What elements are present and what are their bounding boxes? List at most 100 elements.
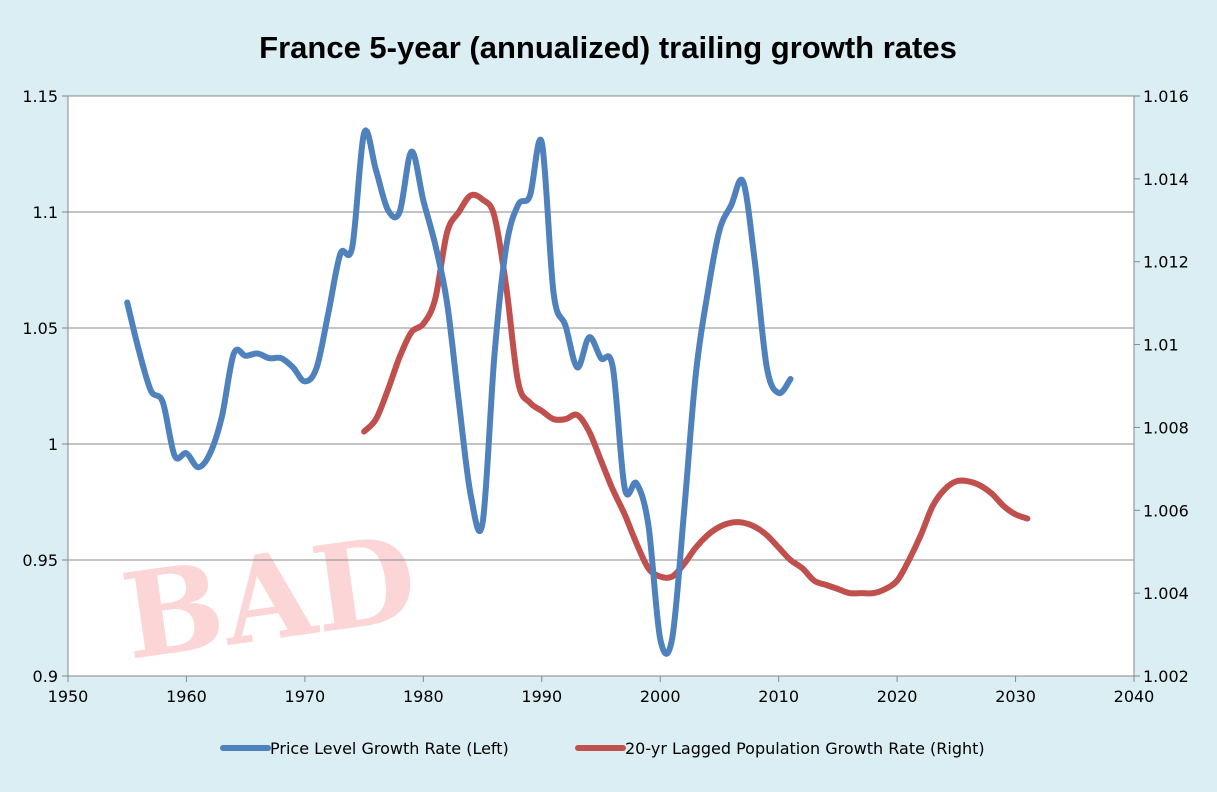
data-point-price-level <box>209 452 211 454</box>
data-point-price-level <box>458 401 460 403</box>
data-point-population <box>920 534 922 536</box>
data-point-price-level <box>659 638 661 640</box>
data-point-population <box>529 402 531 404</box>
data-point-population <box>991 493 993 495</box>
data-point-population <box>363 431 365 433</box>
data-point-population <box>636 542 637 544</box>
data-point-population <box>470 194 472 196</box>
data-point-price-level <box>411 151 412 153</box>
y-right-tick-label: 1.004 <box>1143 584 1189 603</box>
data-point-price-level <box>434 244 436 245</box>
data-point-population <box>707 534 709 536</box>
data-point-population <box>837 588 839 590</box>
data-point-price-level <box>316 366 318 368</box>
data-point-population <box>659 576 661 578</box>
data-point-price-level <box>790 378 791 380</box>
data-point-population <box>825 584 827 586</box>
data-point-price-level <box>470 494 472 496</box>
y-left-tick-label: 1 <box>48 435 58 454</box>
x-tick-label: 1950 <box>48 687 89 706</box>
data-point-price-level <box>174 455 176 457</box>
y-left-tick-label: 1.15 <box>22 87 58 106</box>
y-left-tick-label: 0.95 <box>22 551 58 570</box>
data-point-population <box>565 418 566 420</box>
data-point-price-level <box>399 211 401 213</box>
data-point-price-level <box>292 366 294 368</box>
data-point-price-level <box>718 230 720 232</box>
data-point-population <box>944 489 945 491</box>
data-point-price-level <box>268 357 270 359</box>
data-point-price-level <box>565 325 566 327</box>
x-tick-label: 2040 <box>1114 687 1155 706</box>
data-point-population <box>387 389 389 391</box>
data-point-price-level <box>612 366 614 368</box>
data-point-population <box>1015 513 1017 515</box>
data-point-price-level <box>588 336 590 338</box>
data-point-price-level <box>754 262 756 264</box>
data-point-price-level <box>375 169 377 171</box>
data-point-population <box>647 567 649 569</box>
data-point-population <box>434 298 436 300</box>
data-point-population <box>967 480 969 482</box>
x-tick-label: 2000 <box>640 687 681 706</box>
y-right-tick-label: 1.002 <box>1143 667 1189 686</box>
data-point-price-level <box>636 482 637 484</box>
data-point-price-level <box>482 522 484 524</box>
data-point-population <box>588 431 590 433</box>
data-point-price-level <box>304 380 306 382</box>
y-right-tick-label: 1.01 <box>1143 336 1179 355</box>
data-point-price-level <box>766 366 768 368</box>
data-point-population <box>849 592 851 594</box>
y-right-tick-label: 1.008 <box>1143 418 1189 437</box>
data-point-population <box>1003 505 1005 507</box>
data-point-population <box>955 480 957 482</box>
data-point-population <box>683 563 685 565</box>
data-point-price-level <box>576 366 578 368</box>
data-point-price-level <box>185 452 187 454</box>
data-point-population <box>600 460 602 462</box>
data-point-population <box>671 576 673 578</box>
x-tick-label: 2010 <box>758 687 799 706</box>
data-point-population <box>1026 518 1028 520</box>
data-point-population <box>375 418 377 420</box>
data-point-price-level <box>517 204 519 206</box>
data-point-price-level <box>138 350 140 352</box>
data-point-population <box>766 534 768 536</box>
data-point-population <box>624 513 626 515</box>
y-right-tick-label: 1.006 <box>1143 501 1189 520</box>
data-point-population <box>932 505 934 507</box>
data-point-population <box>446 232 448 234</box>
data-point-price-level <box>233 353 235 354</box>
data-point-price-level <box>422 199 424 201</box>
data-point-population <box>872 592 874 594</box>
data-point-price-level <box>778 392 780 394</box>
data-point-price-level <box>387 209 389 211</box>
x-tick-label: 1960 <box>166 687 207 706</box>
data-point-population <box>411 331 412 333</box>
data-point-population <box>493 215 495 217</box>
data-point-population <box>553 418 555 420</box>
x-tick-label: 1990 <box>521 687 562 706</box>
data-point-population <box>896 580 898 582</box>
data-point-price-level <box>363 132 365 134</box>
data-point-price-level <box>505 246 507 248</box>
data-point-price-level <box>446 302 448 303</box>
chart-title: France 5-year (annualized) trailing grow… <box>259 30 957 65</box>
data-point-population <box>576 414 578 416</box>
data-point-population <box>778 547 780 549</box>
data-point-price-level <box>280 357 282 359</box>
legend-label-price: Price Level Growth Rate (Left) <box>270 739 509 758</box>
data-point-population <box>979 484 981 486</box>
data-point-price-level <box>339 253 341 255</box>
data-point-price-level <box>529 195 531 197</box>
data-point-population <box>801 567 803 569</box>
data-point-population <box>482 199 484 201</box>
y-right-tick-label: 1.014 <box>1143 170 1189 189</box>
data-point-price-level <box>150 390 152 392</box>
data-point-population <box>422 323 424 325</box>
data-point-population <box>861 592 863 594</box>
data-point-population <box>908 559 910 561</box>
data-point-price-level <box>221 415 223 417</box>
